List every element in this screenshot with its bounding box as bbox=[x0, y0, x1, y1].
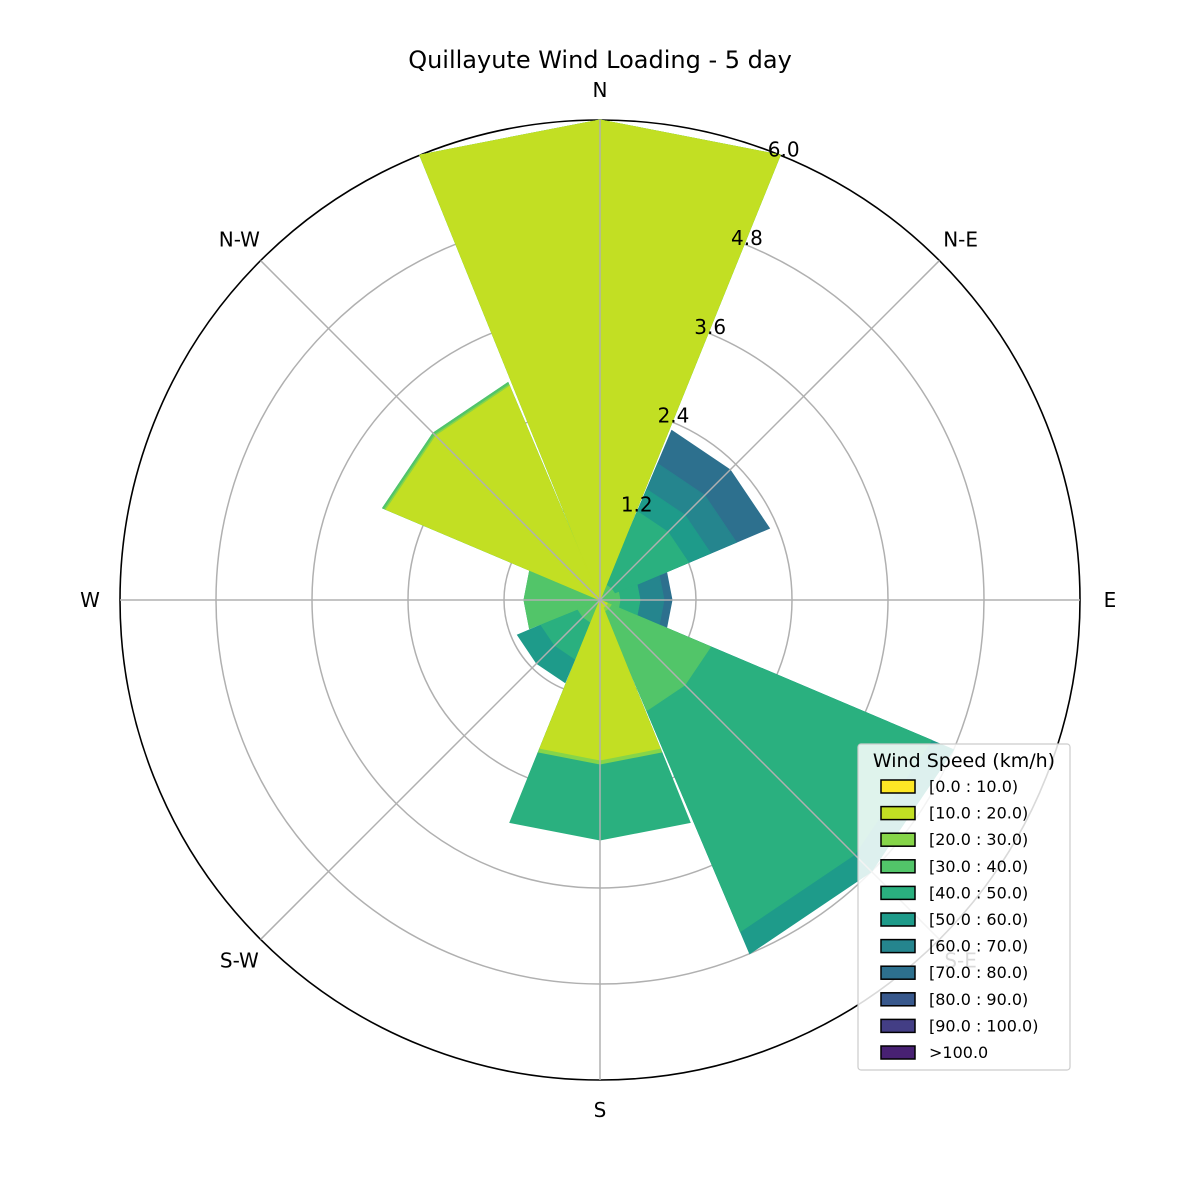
direction-label: N bbox=[593, 78, 608, 102]
direction-label: W bbox=[80, 588, 100, 612]
radial-tick-label: 6.0 bbox=[768, 138, 800, 162]
legend-label: [50.0 : 60.0) bbox=[929, 910, 1028, 929]
spoke-line bbox=[260, 260, 601, 601]
legend-frame bbox=[857, 743, 1071, 1071]
spoke-line bbox=[260, 599, 601, 940]
spoke-line bbox=[599, 260, 940, 601]
legend-label: [80.0 : 90.0) bbox=[929, 990, 1028, 1009]
legend-swatch bbox=[880, 779, 916, 794]
legend-swatch bbox=[880, 832, 916, 847]
legend-swatch bbox=[880, 859, 916, 874]
radial-tick-label: 1.2 bbox=[621, 492, 653, 516]
legend-swatch bbox=[880, 938, 916, 954]
radial-tick-label: 3.6 bbox=[694, 315, 726, 339]
legend-label: [10.0 : 20.0) bbox=[929, 804, 1028, 823]
legend: Wind Speed (km/h) [0.0 : 10.0) [10.0 : 20… bbox=[857, 743, 1071, 1071]
legend-swatch bbox=[880, 965, 916, 980]
legend-label: [90.0 : 100.0) bbox=[929, 1016, 1038, 1035]
chart-title: Quillayute Wind Loading - 5 day bbox=[408, 46, 792, 74]
legend-swatch bbox=[880, 912, 916, 927]
direction-label: N-E bbox=[943, 227, 978, 251]
legend-swatch bbox=[880, 805, 916, 821]
radial-tick-labels: 1.2 2.4 3.6 4.8 6.0 bbox=[621, 138, 800, 517]
legend-label: [30.0 : 40.0) bbox=[929, 857, 1028, 876]
legend-swatch bbox=[880, 1018, 916, 1034]
direction-label: N-W bbox=[219, 227, 260, 251]
legend-swatch bbox=[880, 885, 916, 901]
direction-spokes bbox=[120, 120, 1080, 1080]
legend-label: >100.0 bbox=[929, 1043, 988, 1062]
direction-label: E bbox=[1104, 588, 1117, 612]
legend-swatch bbox=[880, 992, 916, 1007]
legend-label: [60.0 : 70.0) bbox=[929, 937, 1028, 956]
legend-title: Wind Speed (km/h) bbox=[873, 750, 1055, 772]
legend-label: [20.0 : 30.0) bbox=[929, 830, 1028, 849]
legend-label: [70.0 : 80.0) bbox=[929, 963, 1028, 982]
direction-label: S-W bbox=[220, 949, 259, 973]
legend-label: [40.0 : 50.0) bbox=[929, 883, 1028, 902]
radial-tick-label: 4.8 bbox=[731, 226, 763, 250]
legend-swatch bbox=[880, 1045, 916, 1060]
legend-label: [0.0 : 10.0) bbox=[929, 777, 1018, 796]
direction-label: S bbox=[594, 1098, 607, 1122]
radial-tick-label: 2.4 bbox=[658, 404, 690, 428]
